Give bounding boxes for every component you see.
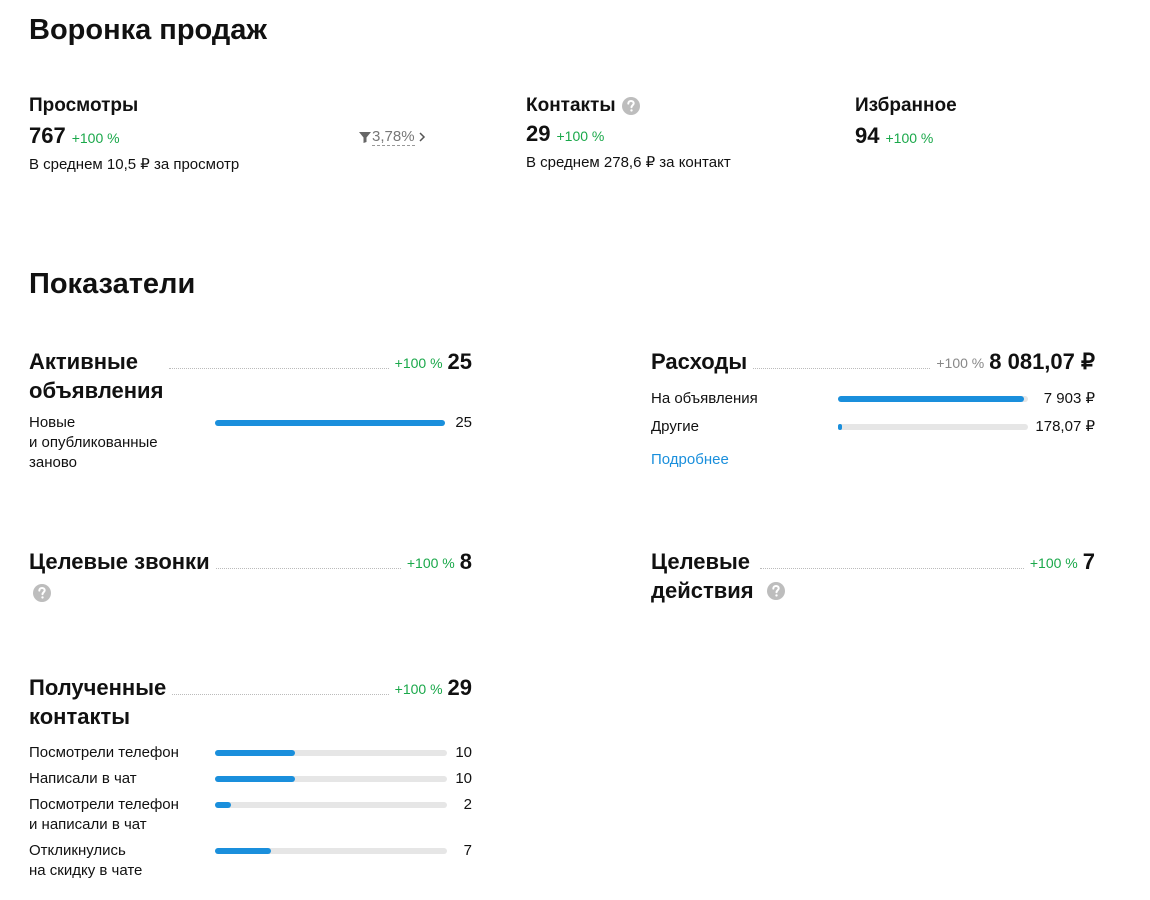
- leader: [172, 673, 389, 695]
- details-link[interactable]: Подробнее: [651, 451, 729, 468]
- contacts-change: +100 %: [556, 128, 605, 144]
- card-change: +100 %: [394, 681, 443, 697]
- card-total: 7: [1082, 549, 1095, 574]
- views-change: +100 %: [71, 130, 120, 146]
- item-value: 10: [455, 770, 472, 787]
- bar-track: [838, 424, 1028, 430]
- bar: [215, 802, 231, 808]
- bar-track: [215, 776, 447, 782]
- card-total: 8 081,07 ₽: [989, 349, 1095, 374]
- bar-track: [215, 802, 447, 808]
- card-change: +100 %: [406, 555, 455, 571]
- item-label: Написали в чат: [29, 770, 137, 787]
- card-change: +100 %: [394, 355, 443, 371]
- bar: [215, 776, 295, 782]
- bar-track: [215, 420, 445, 426]
- hint-icon[interactable]: [32, 583, 52, 603]
- item-label: Откликнулись на скидку в чате: [29, 842, 143, 879]
- contacts-label: Контакты: [526, 95, 731, 117]
- item-label: Посмотрели телефон и написали в чат: [29, 796, 179, 833]
- bar-track: [215, 848, 447, 854]
- favorites-change: +100 %: [885, 130, 934, 146]
- card-change: +100 %: [936, 355, 985, 371]
- bar: [215, 420, 445, 426]
- leader: [753, 347, 931, 369]
- item-value: 25: [455, 414, 472, 431]
- views-value: 767: [29, 123, 66, 148]
- funnel-title: Воронка продаж: [29, 14, 267, 46]
- card-title: Полученные контакты: [29, 675, 167, 729]
- bar: [838, 424, 843, 430]
- metric-card: Активные объявления +100 % 25 Новые и опуб…: [29, 347, 472, 473]
- bar: [838, 396, 1024, 402]
- bar-track: [838, 396, 1028, 402]
- item-value: 178,07 ₽: [1035, 418, 1095, 435]
- views-block: Просмотры 767 +100 % В среднем 10,5 ₽ за …: [29, 95, 239, 173]
- chevron-icon: [419, 132, 425, 142]
- item-value: 7 903 ₽: [1043, 390, 1095, 407]
- card-title: Целевые действия: [651, 549, 754, 603]
- views-label: Просмотры: [29, 95, 139, 116]
- item-label: Посмотрели телефон: [29, 744, 179, 761]
- metric-card: Расходы +100 % 8 081,07 ₽ На объявления 7 9…: [651, 347, 1095, 468]
- contacts-label-text: Контакты: [526, 95, 616, 116]
- bar: [215, 750, 295, 756]
- metric-card: Целевые звонки +100 % 8: [29, 547, 472, 603]
- card-title: Целевые звонки: [29, 549, 210, 574]
- metric-card: Полученные контакты +100 % 29 Посмотрели т…: [29, 673, 472, 881]
- metrics-title: Показатели: [29, 268, 196, 300]
- card-change: +100 %: [1029, 555, 1078, 571]
- hint-icon[interactable]: [766, 581, 786, 601]
- leader: [169, 347, 389, 369]
- card-total: 8: [459, 549, 472, 574]
- favorites-label: Избранное: [855, 95, 957, 116]
- leader: [759, 547, 1024, 569]
- hint-icon[interactable]: [621, 96, 641, 116]
- contacts-average: В среднем 278,6 ₽ за контакт: [526, 154, 731, 171]
- leader: [215, 547, 401, 569]
- item-value: 7: [463, 842, 472, 859]
- filter-icon: [359, 132, 371, 143]
- item-value: 10: [455, 744, 472, 761]
- contacts-value: 29: [526, 121, 551, 146]
- favorites-value: 94: [855, 123, 880, 148]
- card-total: 29: [447, 675, 472, 700]
- bar-track: [215, 750, 447, 756]
- views-average: В среднем 10,5 ₽ за просмотр: [29, 156, 240, 173]
- item-label: Другие: [651, 418, 700, 435]
- item-value: 2: [463, 796, 472, 813]
- item-label: На объявления: [651, 390, 758, 407]
- item-label: Новые и опубликованные заново: [29, 414, 158, 471]
- contacts-block: Контакты 29 +100 % В среднем 278,6 ₽ за к…: [526, 95, 731, 171]
- favorites-block: Избранное 94 +100 %: [855, 95, 957, 149]
- conversion-value[interactable]: 3,78%: [372, 128, 415, 146]
- card-total: 25: [447, 349, 472, 374]
- bar: [215, 848, 271, 854]
- card-title: Расходы: [651, 349, 748, 374]
- metric-card: Целевые действия +100 % 7: [651, 547, 1095, 605]
- conversion-link[interactable]: 3,78%: [358, 128, 429, 146]
- card-title: Активные объявления: [29, 349, 164, 403]
